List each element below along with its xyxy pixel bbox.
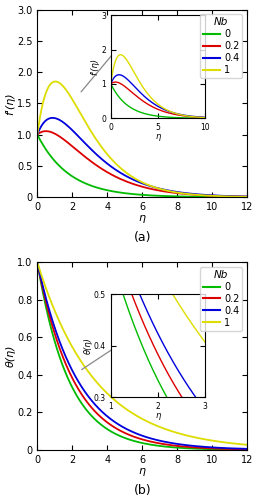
Y-axis label: f'(η): f'(η) (5, 92, 16, 114)
X-axis label: η: η (139, 466, 146, 476)
Legend: 0, 0.2, 0.4, 1: 0, 0.2, 0.4, 1 (200, 267, 242, 331)
X-axis label: η: η (139, 214, 146, 224)
Y-axis label: θ(η): θ(η) (6, 345, 16, 368)
Text: (a): (a) (134, 231, 151, 244)
Legend: 0, 0.2, 0.4, 1: 0, 0.2, 0.4, 1 (200, 14, 242, 78)
Text: (b): (b) (133, 484, 151, 496)
